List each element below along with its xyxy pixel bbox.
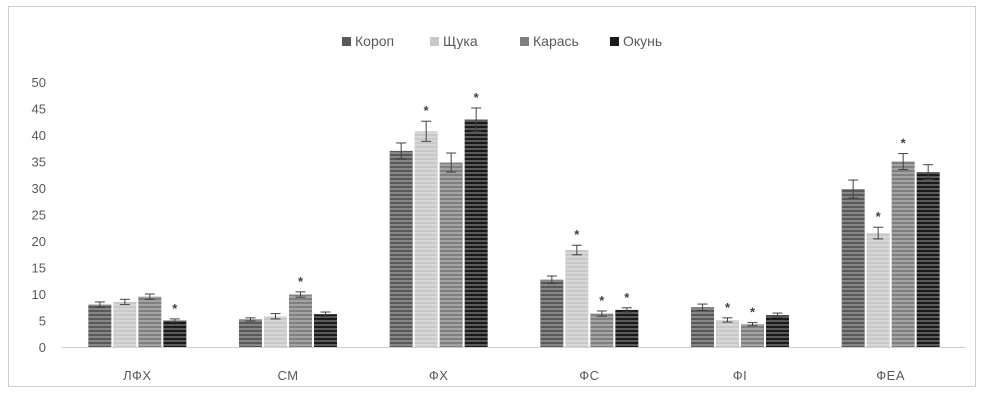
bar-texture bbox=[741, 324, 764, 347]
y-tick-label: 0 bbox=[39, 340, 46, 355]
y-tick-label: 45 bbox=[32, 102, 46, 117]
x-tick-label: ФС bbox=[579, 368, 599, 383]
legend: Короп Щука Карась Окунь bbox=[342, 33, 662, 49]
bar-texture bbox=[841, 189, 865, 347]
legend-label: Короп bbox=[355, 33, 394, 49]
significance-marker: * bbox=[901, 136, 907, 151]
significance-marker: * bbox=[474, 90, 480, 105]
bar-texture bbox=[691, 307, 714, 347]
significance-marker: * bbox=[424, 103, 430, 118]
bar-texture bbox=[414, 131, 438, 347]
legend-label: Окунь bbox=[623, 33, 662, 49]
y-tick-label: 30 bbox=[32, 181, 46, 196]
y-tick-label: 10 bbox=[32, 287, 46, 302]
bar-texture bbox=[615, 309, 639, 347]
significance-marker: * bbox=[725, 300, 731, 315]
legend-label: Щука bbox=[443, 33, 478, 49]
y-tick-label: 35 bbox=[32, 155, 46, 170]
bar-texture bbox=[891, 161, 915, 347]
x-tick-label: ФХ bbox=[429, 368, 449, 383]
significance-marker: * bbox=[750, 305, 756, 320]
bar-texture bbox=[464, 119, 488, 347]
bar-texture bbox=[590, 313, 614, 347]
x-tick-label: ЛФХ bbox=[123, 368, 151, 383]
x-tick-label: ФЕА bbox=[876, 368, 905, 383]
y-tick-label: 40 bbox=[32, 128, 46, 143]
bar-texture bbox=[916, 172, 940, 347]
significance-marker: * bbox=[172, 301, 178, 316]
y-tick-label: 5 bbox=[39, 314, 46, 329]
bar-texture bbox=[264, 316, 287, 347]
bar-texture bbox=[866, 233, 890, 347]
significance-marker: * bbox=[599, 293, 605, 308]
bar-texture bbox=[565, 250, 589, 347]
legend-swatch bbox=[520, 37, 529, 46]
y-tick-label: 15 bbox=[32, 261, 46, 276]
significance-marker: * bbox=[624, 290, 630, 305]
x-axis: ЛФХ СМ ФХ ФС ФІ ФЕА bbox=[62, 347, 966, 383]
significance-marker: * bbox=[876, 209, 882, 224]
bar-texture bbox=[163, 320, 187, 347]
bars: * * * * * * * * * * * bbox=[88, 90, 940, 347]
bar-texture bbox=[88, 304, 112, 347]
legend-swatch bbox=[430, 37, 439, 46]
bar-texture bbox=[389, 150, 413, 347]
bar-texture bbox=[439, 162, 463, 347]
bar-texture bbox=[716, 319, 739, 347]
y-tick-label: 50 bbox=[32, 75, 46, 90]
legend-label: Карась bbox=[533, 33, 579, 49]
x-tick-label: ФІ bbox=[733, 368, 748, 383]
y-tick-label: 25 bbox=[32, 208, 46, 223]
y-axis: 0 5 10 15 20 25 30 35 40 45 50 bbox=[32, 75, 46, 355]
bar-texture bbox=[289, 294, 312, 347]
bar-texture bbox=[138, 296, 162, 347]
bar-texture bbox=[766, 315, 789, 347]
y-tick-label: 20 bbox=[32, 234, 46, 249]
legend-swatch bbox=[610, 37, 619, 46]
legend-swatch bbox=[342, 37, 351, 46]
bar-texture bbox=[239, 319, 262, 347]
bar-texture bbox=[113, 301, 137, 347]
significance-marker: * bbox=[298, 274, 304, 289]
significance-marker: * bbox=[574, 227, 580, 242]
bar-texture bbox=[314, 314, 337, 347]
bar-texture bbox=[540, 279, 564, 347]
x-tick-label: СМ bbox=[277, 368, 298, 383]
